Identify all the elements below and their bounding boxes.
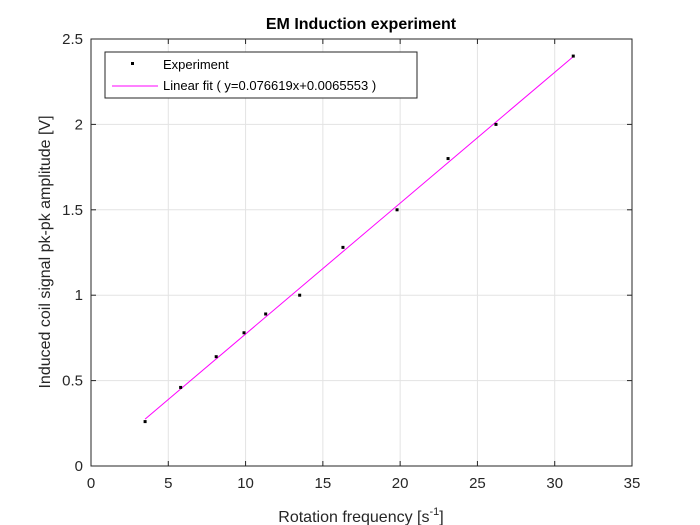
plot-area (91, 39, 632, 466)
data-point (446, 157, 450, 161)
data-point (298, 293, 302, 297)
x-tick-label: 25 (469, 475, 486, 492)
x-axis-ticks: 0 5 10 15 20 25 30 35 (87, 39, 641, 492)
x-tick-label: 30 (546, 475, 563, 492)
x-axis-title-main: Rotation frequency [s (278, 509, 429, 525)
fit-layer (144, 56, 574, 420)
data-point (143, 420, 147, 424)
data-points (143, 54, 575, 424)
legend-marker-experiment (131, 62, 134, 65)
x-tick-label: 10 (237, 475, 254, 492)
legend-box (104, 51, 418, 99)
linear-fit-line (144, 56, 574, 420)
x-tick-label: 20 (392, 475, 409, 492)
y-axis-ticks: 0 0.5 1 1.5 2 2.5 (62, 31, 632, 475)
x-axis-title-sup: -1 (429, 506, 439, 518)
x-tick-label: 0 (87, 475, 95, 492)
x-axis-title-close: ] (439, 509, 443, 525)
grid (91, 39, 632, 466)
data-point (179, 385, 183, 389)
x-axis-title: Rotation frequency [s-1] (278, 506, 443, 525)
legend-label-experiment: Experiment (163, 57, 229, 72)
x-tick-label: 15 (315, 475, 332, 492)
legend: Experiment Linear fit ( y=0.076619x+0.00… (104, 51, 418, 99)
y-tick-label: 1 (75, 287, 83, 304)
y-tick-label: 1.5 (62, 202, 83, 219)
data-point (264, 312, 268, 316)
chart-title: EM Induction experiment (266, 16, 457, 33)
data-point (242, 331, 246, 335)
data-point (494, 122, 498, 126)
data-point (571, 54, 575, 58)
y-axis-title: Induced coil signal pk-pk amplitude [V] (37, 115, 54, 388)
x-tick-label: 35 (624, 475, 641, 492)
x-tick-label: 5 (164, 475, 172, 492)
data-point (214, 355, 218, 359)
y-tick-label: 2 (75, 116, 83, 133)
y-tick-label: 0 (75, 458, 83, 475)
data-point (341, 245, 345, 249)
legend-label-fit: Linear fit ( y=0.076619x+0.0065553 ) (163, 78, 376, 93)
axes-box (90, 38, 633, 467)
y-tick-label: 0.5 (62, 373, 83, 390)
data-point (395, 208, 399, 212)
y-tick-label: 2.5 (62, 31, 83, 48)
